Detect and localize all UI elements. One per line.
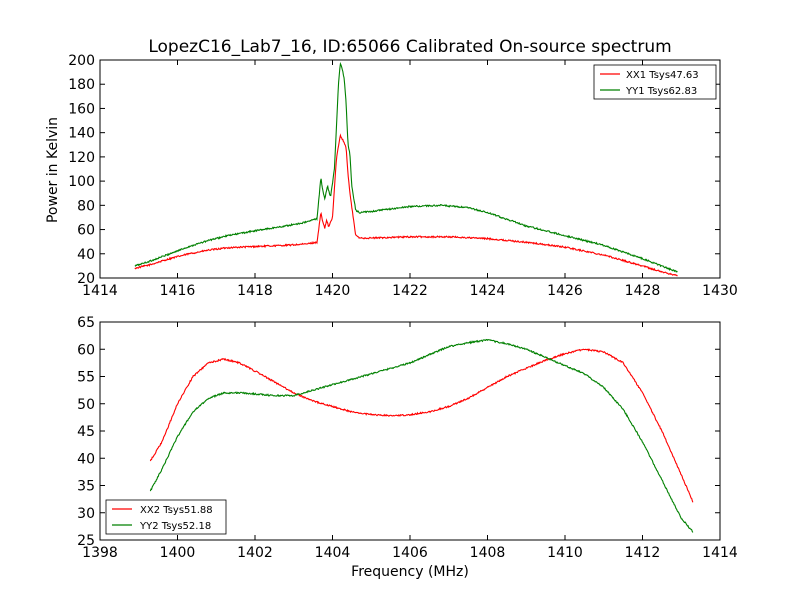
bottom-chart-y-tick-label: 55: [77, 370, 95, 386]
top-chart-y-tick-label: 20: [77, 271, 95, 287]
bottom-chart-series-xx: [149, 348, 694, 503]
bottom-chart-y-tick-label: 35: [77, 479, 95, 495]
bottom-chart-x-tick-label: 1398: [82, 545, 118, 561]
top-chart-y-tick-label: 80: [77, 198, 95, 214]
top-chart-ticks: 1414 1416 1418 1420 1422 1424 1426 1428 1430 20 40…: [68, 53, 738, 299]
bottom-chart-y-tick-label: 60: [77, 342, 95, 358]
bottom-chart-x-tick-label: 1412: [625, 545, 661, 561]
top-chart-x-tick-label: 1416: [160, 283, 196, 299]
top-chart-series-yy: [134, 61, 678, 273]
bottom-chart-x-tick-label: 1406: [392, 545, 428, 561]
bottom-chart-y-tick-label: 40: [77, 451, 95, 467]
top-chart-y-axis-label: Power in Kelvin: [45, 117, 61, 223]
top-chart-x-tick-label: 1418: [237, 283, 273, 299]
legend-label-xx2: XX2 Tsys51.88: [140, 505, 213, 516]
bottom-chart-x-tick-label: 1400: [160, 545, 196, 561]
top-chart-y-tick-label: 200: [68, 53, 95, 69]
legend-label-yy1: YY1 Tsys62.83: [625, 86, 697, 97]
bottom-chart-series-layer: [149, 338, 694, 533]
top-chart-title: LopezC16_Lab7_16, ID:65066 Calibrated On…: [148, 37, 671, 57]
legend-label-yy2: YY2 Tsys52.18: [139, 521, 211, 532]
top-chart-y-tick-label: 40: [77, 247, 95, 263]
top-chart-legend-box: [593, 64, 717, 100]
bottom-chart-x-axis-label: Frequency (MHz): [351, 564, 469, 580]
bottom-chart-y-tick-label: 30: [77, 506, 95, 522]
bottom-chart-x-tick-label: 1410: [547, 545, 583, 561]
top-chart-y-tick-label: 120: [68, 150, 95, 166]
top-chart-x-tick-label: 1428: [625, 283, 661, 299]
bottom-chart-y-tick-label: 50: [77, 397, 95, 413]
bottom-chart-series-yy: [149, 338, 694, 533]
bottom-chart: Frequency (MHz) 1398 1400 1402 1404 1406 1408…: [77, 315, 738, 580]
bottom-chart-ticks: 1398 1400 1402 1404 1406 1408 1410 1412 1414 25 30…: [77, 315, 738, 561]
top-chart-y-tick-label: 140: [68, 126, 95, 142]
top-chart-y-tick-label: 100: [68, 174, 95, 190]
top-chart-x-tick-label: 1430: [702, 283, 738, 299]
top-chart: LopezC16_Lab7_16, ID:65066 Calibrated On…: [45, 37, 738, 299]
top-chart-x-tick-label: 1420: [315, 283, 351, 299]
bottom-chart-legend-box: [105, 499, 227, 535]
top-chart-series-layer: [134, 61, 678, 277]
bottom-chart-x-tick-label: 1408: [470, 545, 506, 561]
bottom-chart-y-tick-label: 45: [77, 424, 95, 440]
bottom-chart-legend: XX2 Tsys51.88 YY2 Tsys52.18: [105, 499, 227, 535]
top-chart-series-xx: [134, 133, 678, 277]
top-chart-y-tick-label: 180: [68, 77, 95, 93]
legend-label-xx1: XX1 Tsys47.63: [626, 70, 699, 81]
top-chart-x-tick-label: 1414: [82, 283, 118, 299]
top-chart-y-tick-label: 60: [77, 223, 95, 239]
top-chart-x-tick-label: 1424: [470, 283, 506, 299]
bottom-chart-x-tick-label: 1404: [315, 545, 351, 561]
bottom-chart-y-tick-label: 25: [77, 533, 95, 549]
bottom-chart-y-tick-label: 65: [77, 315, 95, 331]
bottom-chart-x-tick-label: 1414: [702, 545, 738, 561]
bottom-chart-x-tick-label: 1402: [237, 545, 273, 561]
top-chart-legend: XX1 Tsys47.63 YY1 Tsys62.83: [593, 64, 717, 100]
top-chart-y-tick-label: 160: [68, 101, 95, 117]
top-chart-x-tick-label: 1422: [392, 283, 428, 299]
top-chart-x-tick-label: 1426: [547, 283, 583, 299]
